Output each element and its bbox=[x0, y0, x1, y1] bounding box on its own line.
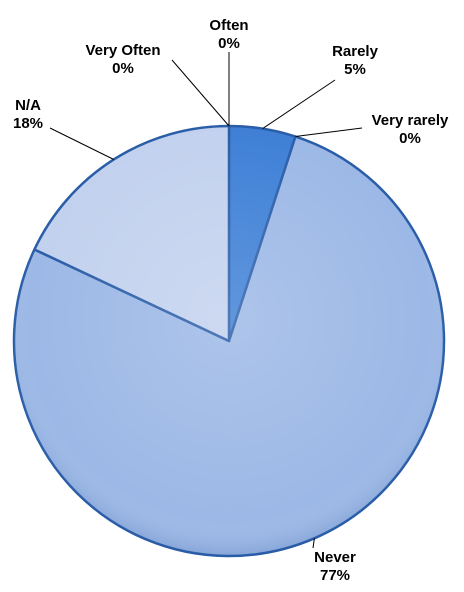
label-often: Often bbox=[209, 17, 248, 34]
value-never: 77% bbox=[320, 567, 350, 584]
label-very-rarely: Very rarely bbox=[372, 112, 449, 129]
leader-line-n-a bbox=[49, 127, 115, 160]
leader-line-never bbox=[312, 538, 315, 549]
value-na: 18% bbox=[13, 115, 43, 132]
label-never: Never bbox=[314, 549, 356, 566]
value-very-rarely: 0% bbox=[399, 130, 421, 147]
label-na: N/A bbox=[15, 97, 41, 114]
leader-line-very-often bbox=[171, 59, 230, 127]
value-very-often: 0% bbox=[112, 60, 134, 77]
label-rarely: Rarely bbox=[332, 43, 379, 60]
value-rarely: 5% bbox=[344, 61, 366, 78]
leader-line-rarely bbox=[262, 79, 336, 130]
value-often: 0% bbox=[218, 35, 240, 52]
label-very-often: Very Often bbox=[85, 42, 160, 59]
leader-line-very-rarely bbox=[295, 127, 363, 137]
